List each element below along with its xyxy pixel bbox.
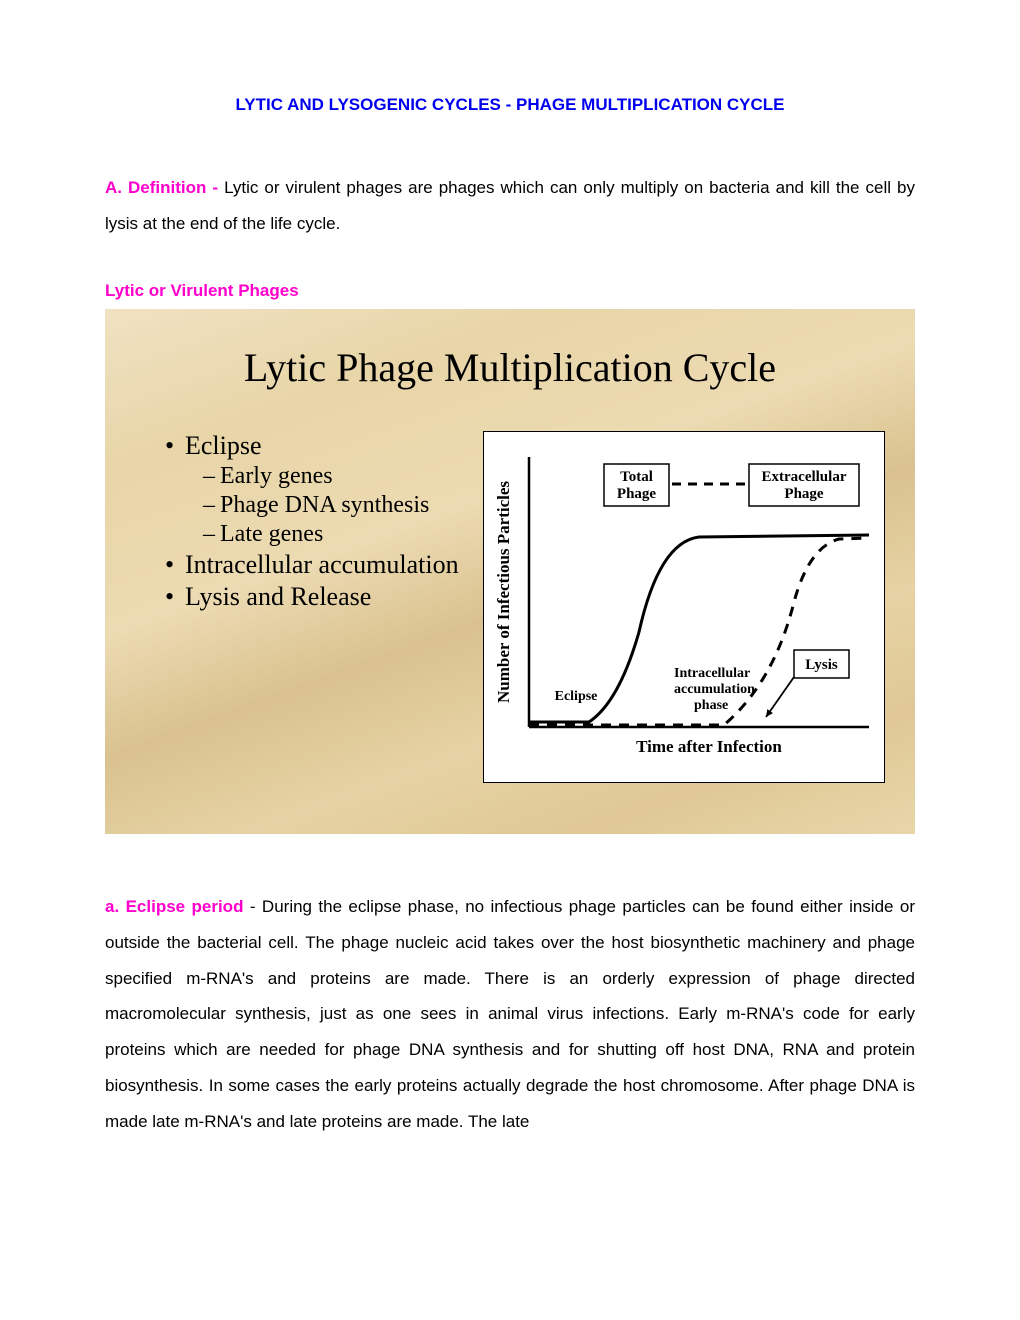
document-page: LYTIC AND LYSOGENIC CYCLES - PHAGE MULTI… bbox=[0, 0, 1020, 1320]
svg-text:Number of Infectious Particles: Number of Infectious Particles bbox=[494, 481, 513, 703]
bullet-lysis: Lysis and Release bbox=[165, 582, 473, 612]
svg-text:Time after Infection: Time after Infection bbox=[636, 737, 782, 756]
eclipse-paragraph: a. Eclipse period - During the eclipse p… bbox=[105, 889, 915, 1139]
figure-box: Lytic Phage Multiplication Cycle Eclipse… bbox=[105, 309, 915, 834]
figure-title: Lytic Phage Multiplication Cycle bbox=[135, 344, 885, 391]
definition-label: A. Definition - bbox=[105, 178, 224, 197]
svg-text:Eclipse: Eclipse bbox=[555, 689, 598, 704]
section-label: Lytic or Virulent Phages bbox=[105, 281, 915, 301]
bullet-early-genes: Early genes bbox=[165, 463, 473, 490]
svg-text:phase: phase bbox=[694, 698, 728, 713]
svg-text:Phage: Phage bbox=[784, 486, 824, 502]
eclipse-text: - During the eclipse phase, no infectiou… bbox=[105, 897, 915, 1130]
growth-curve-chart: Number of Infectious Particles Time after… bbox=[484, 432, 884, 782]
svg-text:Intracellular: Intracellular bbox=[674, 666, 750, 681]
page-title: LYTIC AND LYSOGENIC CYCLES - PHAGE MULTI… bbox=[105, 95, 915, 115]
definition-text: Lytic or virulent phages are phages whic… bbox=[105, 178, 915, 233]
svg-text:Extracellular: Extracellular bbox=[762, 469, 847, 485]
bullet-eclipse: Eclipse bbox=[165, 431, 473, 461]
svg-text:Lysis: Lysis bbox=[805, 657, 838, 673]
svg-text:Total: Total bbox=[620, 469, 653, 485]
bullet-intracellular: Intracellular accumulation bbox=[165, 550, 473, 580]
bullet-late-genes: Late genes bbox=[165, 521, 473, 548]
definition-paragraph: A. Definition - Lytic or virulent phages… bbox=[105, 170, 915, 241]
bullet-phage-dna: Phage DNA synthesis bbox=[165, 492, 473, 519]
svg-text:Phage: Phage bbox=[617, 486, 657, 502]
bullet-column: Eclipse Early genes Phage DNA synthesis … bbox=[135, 431, 473, 783]
eclipse-label: a. Eclipse period bbox=[105, 897, 243, 916]
figure-content: Eclipse Early genes Phage DNA synthesis … bbox=[135, 431, 885, 783]
chart-container: Number of Infectious Particles Time after… bbox=[483, 431, 885, 783]
svg-text:accumulation: accumulation bbox=[674, 682, 755, 697]
